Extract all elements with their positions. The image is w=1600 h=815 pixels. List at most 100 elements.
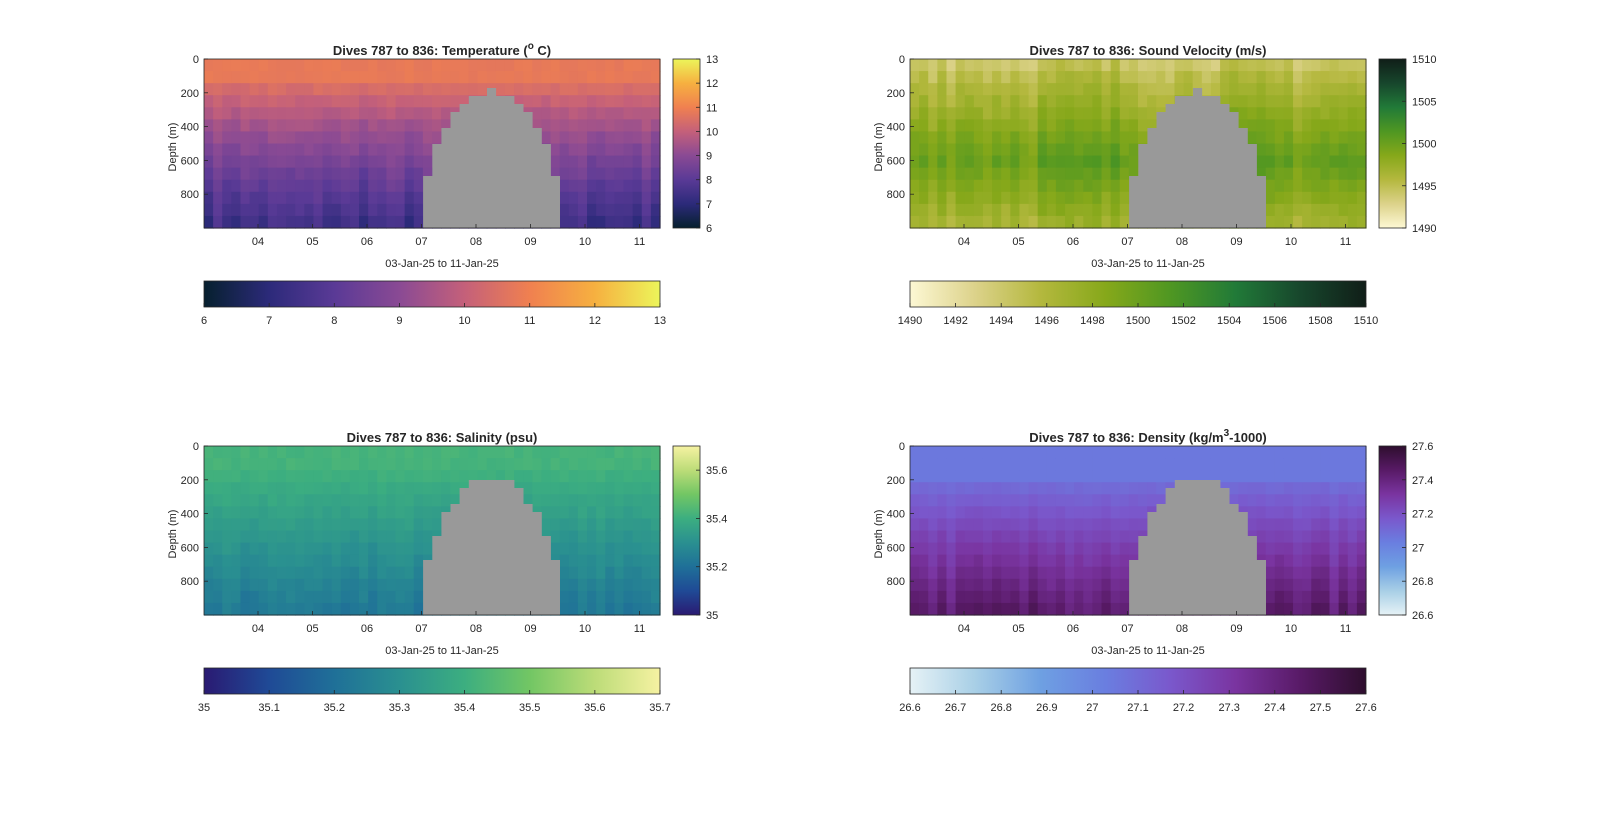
heatmap-cell bbox=[910, 107, 920, 120]
heatmap-cell bbox=[222, 494, 232, 507]
heatmap-cell bbox=[1283, 131, 1294, 145]
hcolorbar-tick-label: 35.1 bbox=[258, 702, 279, 714]
heatmap-cell bbox=[955, 71, 966, 84]
heatmap-cell bbox=[1293, 191, 1303, 205]
y-tick-label: 400 bbox=[887, 122, 905, 134]
heatmap-cell bbox=[614, 518, 625, 532]
heatmap-cell bbox=[1010, 602, 1021, 616]
heatmap-cell bbox=[222, 131, 232, 145]
heatmap-cell bbox=[468, 71, 479, 84]
heatmap-cell bbox=[295, 131, 305, 145]
heatmap-cell bbox=[377, 542, 387, 556]
heatmap-cell bbox=[1265, 59, 1276, 72]
heatmap-cell bbox=[386, 191, 397, 205]
heatmap-cell bbox=[368, 155, 378, 169]
heatmap-cell bbox=[910, 494, 920, 507]
heatmap-cell bbox=[1037, 59, 1048, 72]
heatmap-cell bbox=[1092, 215, 1103, 229]
heatmap-cell bbox=[386, 506, 397, 520]
heatmap-cell bbox=[286, 482, 296, 495]
heatmap-cell bbox=[614, 59, 625, 72]
heatmap-cell bbox=[650, 518, 661, 532]
y-tick-label: 600 bbox=[181, 155, 199, 167]
heatmap-cell bbox=[1028, 107, 1039, 120]
heatmap-cell bbox=[1265, 518, 1276, 532]
heatmap-cell bbox=[992, 566, 1002, 580]
heatmap-cell bbox=[1247, 95, 1258, 108]
heatmap-cell bbox=[614, 143, 625, 157]
heatmap-cell bbox=[1283, 107, 1294, 120]
title-sound-velocity: Dives 787 to 836: Sound Velocity (m/s) bbox=[1030, 43, 1267, 58]
heatmap-cell bbox=[623, 482, 634, 495]
heatmap-cell bbox=[1147, 59, 1157, 72]
heatmap-cell bbox=[1074, 119, 1084, 133]
heatmap-cell bbox=[377, 554, 387, 568]
heatmap-cell bbox=[1210, 71, 1221, 84]
heatmap-cell bbox=[946, 71, 957, 84]
heatmap-cell bbox=[441, 446, 451, 459]
heatmap-cell bbox=[1338, 191, 1349, 205]
heatmap-cell bbox=[1019, 482, 1030, 495]
heatmap-cell bbox=[1119, 506, 1130, 520]
heatmap-cell bbox=[946, 215, 957, 229]
heatmap-cell bbox=[240, 155, 251, 169]
heatmap-cell bbox=[1046, 83, 1057, 96]
x-tick-label: 07 bbox=[415, 236, 427, 248]
heatmap-cell bbox=[1356, 71, 1367, 84]
heatmap-cell bbox=[1265, 554, 1276, 568]
heatmap-cell bbox=[568, 155, 579, 169]
heatmap-cell bbox=[1256, 482, 1267, 495]
heatmap-cell bbox=[258, 470, 269, 483]
heatmap-cell bbox=[614, 167, 625, 181]
heatmap-cell bbox=[1074, 482, 1084, 495]
heatmap-cell bbox=[286, 191, 296, 205]
heatmap-cell bbox=[964, 191, 975, 205]
heatmap-cell bbox=[413, 458, 424, 471]
heatmap-cell bbox=[1183, 83, 1194, 96]
heatmap-cell bbox=[919, 602, 929, 616]
heatmap-cell bbox=[1046, 203, 1057, 217]
heatmap-cell bbox=[1083, 119, 1093, 133]
heatmap-cell bbox=[258, 95, 269, 108]
heatmap-cell bbox=[1174, 458, 1185, 471]
heatmap-cell bbox=[1338, 554, 1349, 568]
heatmap-cell bbox=[1338, 542, 1349, 556]
heatmap-cell bbox=[614, 83, 625, 96]
heatmap-cell bbox=[1074, 542, 1084, 556]
heatmap-cell bbox=[1265, 530, 1276, 544]
heatmap-cell bbox=[1028, 518, 1039, 532]
heatmap-cell bbox=[964, 119, 975, 133]
heatmap-cell bbox=[231, 167, 242, 181]
heatmap-cell bbox=[1065, 554, 1075, 568]
heatmap-cell bbox=[231, 470, 242, 483]
hcolorbar-tick-label: 1492 bbox=[943, 315, 967, 327]
heatmap-cell bbox=[1320, 119, 1331, 133]
heatmap-cell bbox=[1074, 530, 1084, 544]
heatmap-cell bbox=[964, 518, 975, 532]
heatmap-cell bbox=[395, 203, 406, 217]
heatmap-cell bbox=[982, 554, 993, 568]
heatmap-cell bbox=[632, 95, 643, 108]
heatmap-cell bbox=[349, 215, 360, 229]
heatmap-cell bbox=[1074, 59, 1084, 72]
heatmap-cell bbox=[955, 179, 966, 193]
heatmap-cell bbox=[1302, 167, 1312, 181]
heatmap-cell bbox=[276, 167, 287, 181]
heatmap-cell bbox=[1065, 446, 1075, 459]
heatmap-cell bbox=[349, 506, 360, 520]
heatmap-cell bbox=[1311, 554, 1321, 568]
heatmap-cell bbox=[1320, 566, 1331, 580]
heatmap-cell bbox=[1274, 542, 1285, 556]
heatmap-cell bbox=[1302, 518, 1312, 532]
heatmap-cell bbox=[377, 143, 387, 157]
heatmap-cell bbox=[504, 458, 515, 471]
heatmap-cell bbox=[955, 203, 966, 217]
heatmap-cell bbox=[596, 215, 606, 229]
heatmap-cell bbox=[1356, 482, 1367, 495]
heatmap-cell bbox=[632, 119, 643, 133]
heatmap-cell bbox=[422, 167, 433, 181]
heatmap-cell bbox=[1356, 179, 1367, 193]
heatmap-cell bbox=[368, 458, 378, 471]
heatmap-cell bbox=[276, 179, 287, 193]
heatmap-cell bbox=[514, 83, 524, 96]
